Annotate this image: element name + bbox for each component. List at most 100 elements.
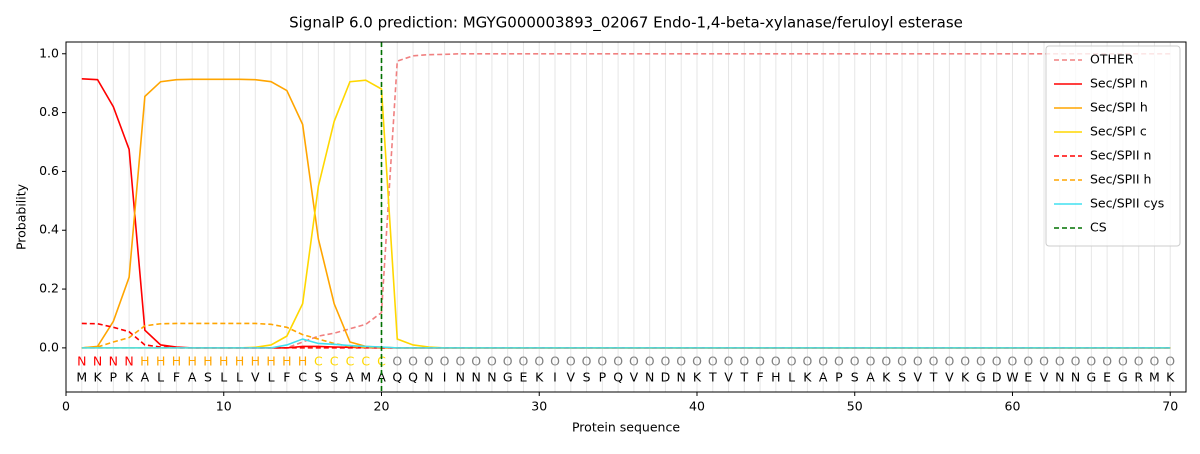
series-line: [81, 52, 1171, 349]
residue-label: V: [914, 369, 923, 384]
plot-frame: [65, 41, 1187, 393]
residue-label: V: [630, 369, 639, 384]
region-label: H: [282, 353, 291, 368]
residue-label: N: [677, 369, 686, 384]
residue-label: Q: [613, 369, 623, 384]
residue-label: N: [456, 369, 465, 384]
residue-label: A: [141, 369, 150, 384]
residue-label: F: [173, 369, 180, 384]
region-label: O: [724, 353, 734, 368]
legend-label: Sec/SPI h: [1090, 100, 1148, 115]
region-label: O: [1039, 353, 1049, 368]
y-tick-label: 0.2: [39, 281, 59, 296]
region-label: O: [455, 353, 465, 368]
region-label: O: [471, 353, 481, 368]
residue-label: G: [503, 369, 513, 384]
residue-label: K: [93, 369, 102, 384]
region-label: O: [519, 353, 529, 368]
region-label: O: [392, 353, 402, 368]
residue-label: K: [125, 369, 134, 384]
region-label: O: [755, 353, 765, 368]
region-label: O: [992, 353, 1002, 368]
residue-label: S: [898, 369, 906, 384]
region-label: O: [1071, 353, 1081, 368]
region-label: O: [487, 353, 497, 368]
residue-label: S: [330, 369, 338, 384]
region-label: O: [960, 353, 970, 368]
region-label: O: [802, 353, 812, 368]
region-label: C: [361, 353, 370, 368]
y-tick-label: 0.0: [39, 339, 59, 354]
region-label: N: [109, 353, 118, 368]
residue-label: K: [535, 369, 544, 384]
residue-label: S: [204, 369, 212, 384]
y-tick-label: 0.6: [39, 163, 59, 178]
residue-label: N: [424, 369, 433, 384]
residue-label: K: [803, 369, 812, 384]
region-label: H: [298, 353, 307, 368]
y-axis-label: Probability: [14, 183, 29, 250]
y-tick-label: 0.4: [39, 222, 59, 237]
residue-label: M: [1149, 369, 1160, 384]
region-label: O: [582, 353, 592, 368]
residue-label: T: [929, 369, 938, 384]
y-tick-label: 0.8: [39, 104, 59, 119]
residue-label: Q: [392, 369, 402, 384]
residue-label: S: [851, 369, 859, 384]
residue-label: F: [283, 369, 290, 384]
x-tick-label: 20: [374, 399, 390, 414]
region-label: O: [1118, 353, 1128, 368]
residue-label: M: [360, 369, 371, 384]
region-label: O: [976, 353, 986, 368]
legend-label: Sec/SPI c: [1090, 124, 1147, 139]
region-label: O: [1086, 353, 1096, 368]
series-line: [81, 77, 1171, 349]
x-tick-label: 70: [1162, 399, 1178, 414]
region-label: H: [172, 353, 181, 368]
residue-label: P: [835, 369, 843, 384]
region-label: H: [156, 353, 165, 368]
legend-box: [1045, 45, 1181, 247]
residue-label: N: [645, 369, 654, 384]
residue-label: G: [976, 369, 986, 384]
legend-label: Sec/SPII h: [1090, 172, 1151, 187]
region-label: O: [1102, 353, 1112, 368]
residue-label: F: [756, 369, 763, 384]
residue-label: K: [882, 369, 891, 384]
region-label: O: [550, 353, 560, 368]
residue-label: S: [314, 369, 322, 384]
region-label: O: [1008, 353, 1018, 368]
region-label: O: [944, 353, 954, 368]
residue-label: I: [553, 369, 557, 384]
residue-label: H: [771, 369, 780, 384]
x-tick-label: 30: [531, 399, 547, 414]
residue-label: G: [1118, 369, 1128, 384]
legend-label: OTHER: [1090, 52, 1134, 67]
region-label: C: [346, 353, 355, 368]
residue-label: Q: [408, 369, 418, 384]
x-axis-label: Protein sequence: [572, 420, 680, 435]
residue-label: A: [819, 369, 828, 384]
residue-label: C: [298, 369, 307, 384]
region-label: N: [93, 353, 102, 368]
residue-label: A: [188, 369, 197, 384]
residue-label: I: [443, 369, 447, 384]
region-label: O: [866, 353, 876, 368]
residue-label: V: [251, 369, 260, 384]
region-label: O: [850, 353, 860, 368]
region-label: N: [124, 353, 133, 368]
x-tick-label: 50: [847, 399, 863, 414]
region-label: O: [834, 353, 844, 368]
region-label: O: [503, 353, 513, 368]
legend-label: Sec/SPII n: [1090, 148, 1151, 163]
region-label: O: [929, 353, 939, 368]
residue-label: G: [1087, 369, 1097, 384]
residue-label: D: [661, 369, 671, 384]
region-label: O: [661, 353, 671, 368]
region-label: O: [1023, 353, 1033, 368]
region-label: O: [1134, 353, 1144, 368]
region-label: O: [739, 353, 749, 368]
region-label: C: [377, 353, 386, 368]
residue-label: M: [76, 369, 87, 384]
